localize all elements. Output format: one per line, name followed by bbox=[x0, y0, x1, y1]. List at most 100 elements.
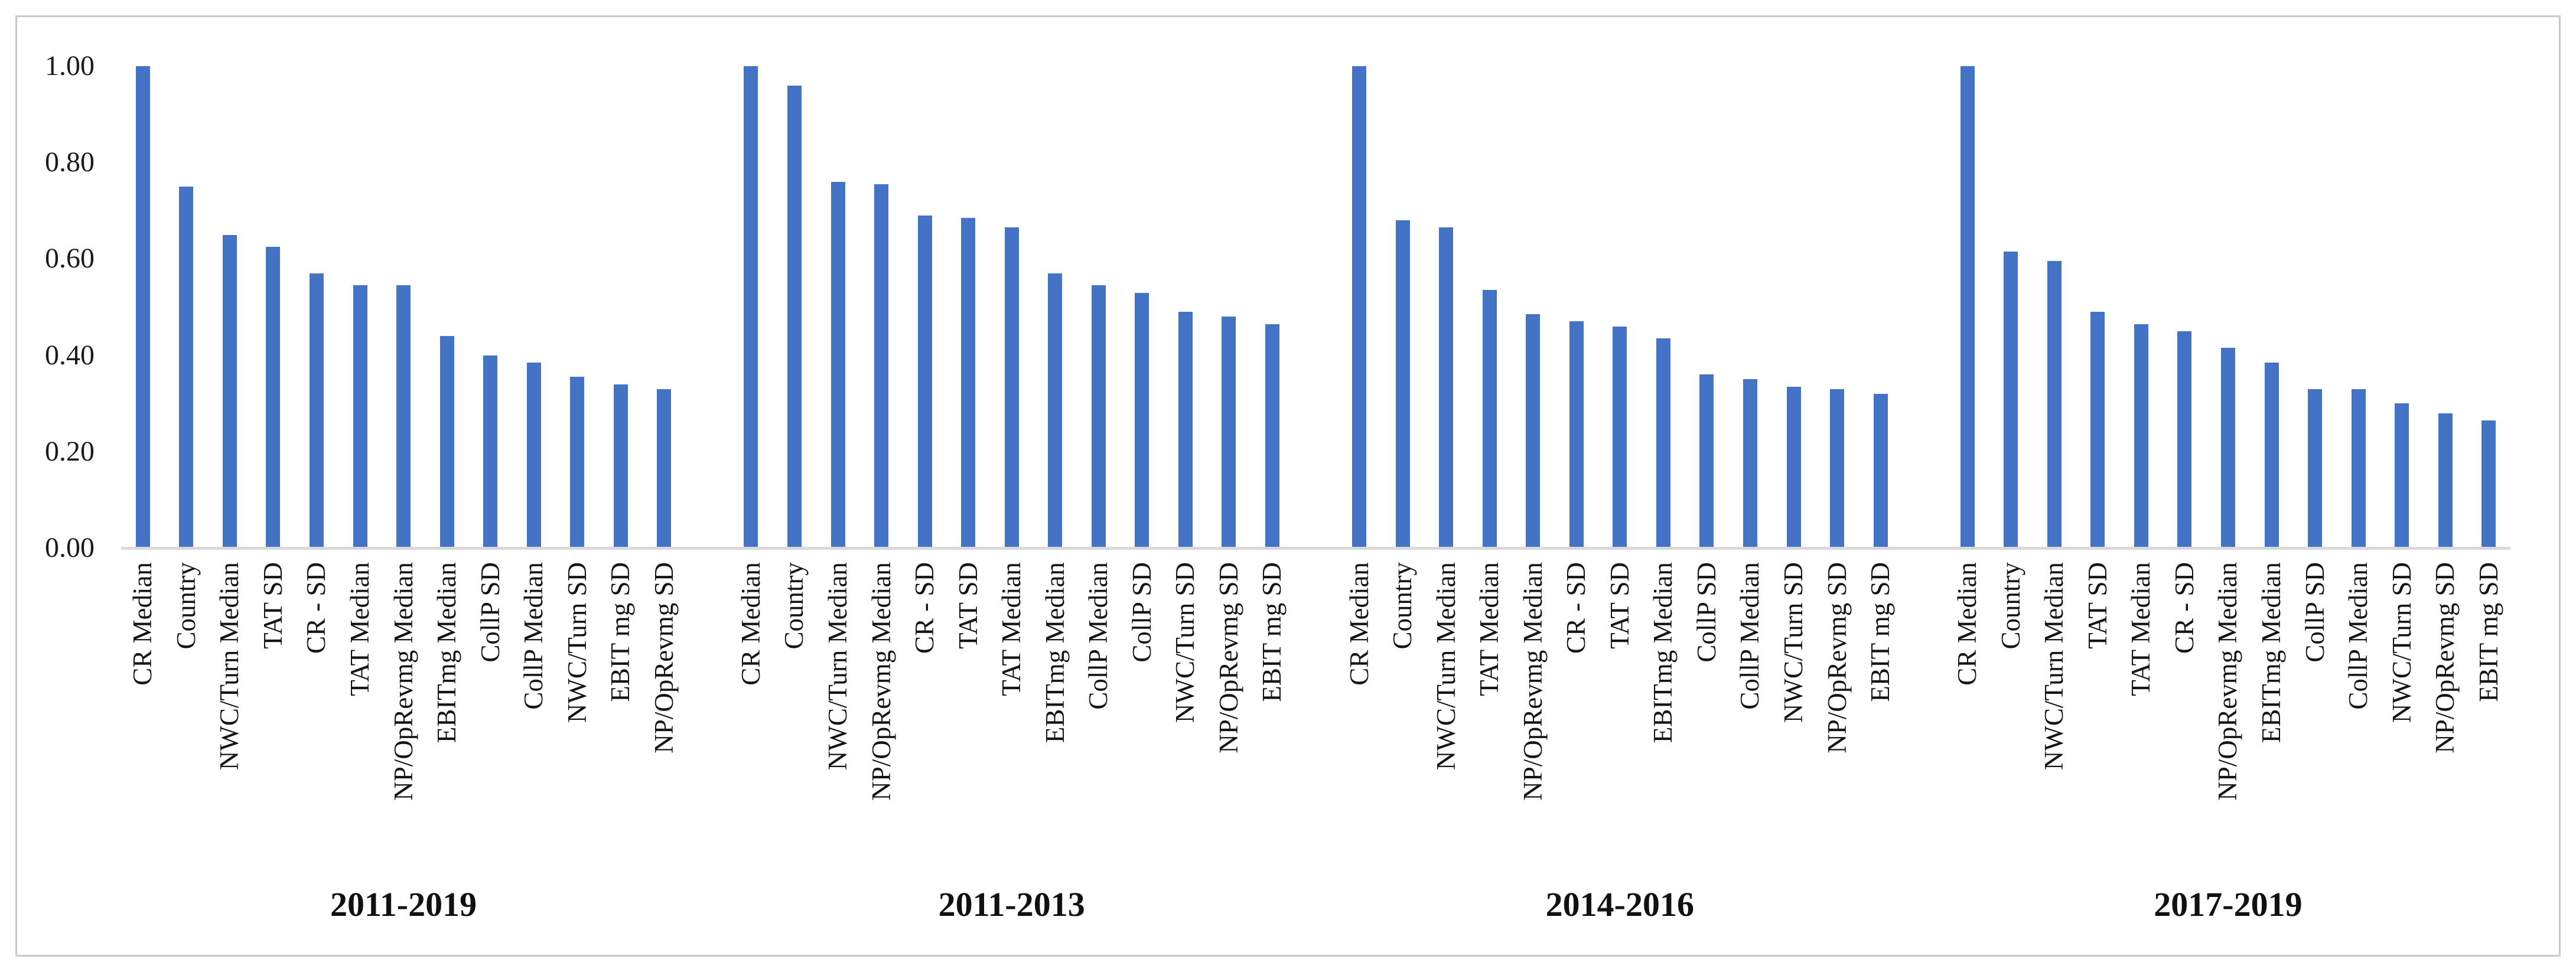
category-label-cell: EBIT mg SD bbox=[1250, 562, 1294, 702]
category-label: NP/OpRevmg SD bbox=[2430, 562, 2460, 754]
category-label: NWC/Turn SD bbox=[562, 562, 592, 723]
bar bbox=[1352, 66, 1367, 548]
category-label-cell: NP/OpRevmg SD bbox=[1207, 562, 1251, 754]
y-tick-label: 0.80 bbox=[45, 146, 95, 178]
bar bbox=[266, 247, 281, 548]
category-label-cell: Country bbox=[165, 562, 209, 650]
category-label: EBITmg Median bbox=[432, 562, 462, 743]
category-label: TAT SD bbox=[1604, 562, 1634, 649]
bar bbox=[613, 384, 628, 548]
category-label-cell: CollP Median bbox=[2337, 562, 2380, 710]
category-label: CR - SD bbox=[2169, 562, 2199, 654]
category-label: CollP Median bbox=[519, 562, 549, 710]
category-label-cell: NP/OpRevmg Median bbox=[2206, 562, 2250, 801]
category-label-cell: NWC/Turn SD bbox=[1164, 562, 1207, 723]
bar bbox=[1004, 227, 1019, 548]
bar bbox=[135, 66, 150, 548]
category-label-cell: Country bbox=[773, 562, 816, 650]
bar bbox=[1091, 285, 1106, 548]
category-label-cell: EBITmg Median bbox=[2250, 562, 2294, 743]
category-label-cell: Country bbox=[1381, 562, 1425, 650]
category-label-cell: EBITmg Median bbox=[1642, 562, 1685, 743]
bar bbox=[2047, 261, 2062, 548]
y-tick-label: 0.40 bbox=[45, 339, 95, 371]
bar bbox=[439, 335, 454, 548]
category-label-cell: CollP Median bbox=[1728, 562, 1772, 710]
category-label-cell: NWC/Turn SD bbox=[555, 562, 599, 723]
category-label: CollP SD bbox=[475, 562, 505, 663]
category-label: Country bbox=[171, 562, 201, 650]
bar bbox=[2177, 331, 2192, 548]
category-label: CollP SD bbox=[1126, 562, 1157, 663]
bar bbox=[1830, 389, 1845, 548]
category-label: TAT Median bbox=[1474, 562, 1504, 696]
category-label: EBITmg Median bbox=[1648, 562, 1678, 743]
category-label: CollP SD bbox=[1691, 562, 1721, 663]
category-label: NP/OpRevmg Median bbox=[2213, 562, 2243, 801]
bar bbox=[2220, 348, 2235, 548]
category-label-cell: EBITmg Median bbox=[425, 562, 469, 743]
category-label: EBIT mg SD bbox=[2473, 562, 2503, 702]
category-label: CollP SD bbox=[2300, 562, 2330, 663]
category-label-cell: CollP SD bbox=[2293, 562, 2337, 663]
category-label: CollP Median bbox=[2343, 562, 2373, 710]
bar bbox=[2004, 252, 2018, 548]
bar bbox=[917, 215, 932, 548]
bar bbox=[2481, 420, 2496, 548]
category-label-cell: CR - SD bbox=[295, 562, 338, 654]
category-label: TAT SD bbox=[258, 562, 288, 649]
bar bbox=[1569, 321, 1584, 548]
group-title: 2017-2019 bbox=[2154, 885, 2303, 924]
chart-border bbox=[15, 15, 2561, 957]
category-label: CR - SD bbox=[301, 562, 331, 654]
category-label-cell: TAT Median bbox=[338, 562, 382, 696]
category-label-cell: CR Median bbox=[121, 562, 165, 686]
category-label: NP/OpRevmg Median bbox=[866, 562, 896, 801]
category-label: EBIT mg SD bbox=[1257, 562, 1287, 702]
category-label: TAT Median bbox=[2126, 562, 2156, 696]
category-label: NWC/Turn Median bbox=[1431, 562, 1461, 771]
category-label: TAT Median bbox=[996, 562, 1027, 696]
category-label: NWC/Turn SD bbox=[1170, 562, 1200, 723]
bar bbox=[1395, 220, 1410, 548]
category-label-cell: NP/OpRevmg SD bbox=[643, 562, 686, 754]
category-label: CR Median bbox=[1344, 562, 1374, 686]
category-label-cell: EBIT mg SD bbox=[2467, 562, 2510, 702]
bar bbox=[1613, 326, 1627, 548]
group-title: 2014-2016 bbox=[1545, 885, 1694, 924]
category-label-cell: TAT Median bbox=[990, 562, 1034, 696]
y-tick-label: 1.00 bbox=[45, 50, 95, 81]
category-label: CR - SD bbox=[910, 562, 940, 654]
bar bbox=[874, 184, 889, 548]
bar bbox=[2134, 324, 2148, 548]
category-label-cell: TAT SD bbox=[252, 562, 295, 649]
category-label-cell: CR - SD bbox=[903, 562, 947, 654]
bar bbox=[353, 285, 367, 548]
bar bbox=[1960, 66, 1975, 548]
bar bbox=[657, 389, 672, 548]
category-label: CR - SD bbox=[1561, 562, 1591, 654]
y-tick-label: 0.60 bbox=[45, 243, 95, 275]
category-label-cell: TAT SD bbox=[1598, 562, 1642, 649]
bar bbox=[1873, 393, 1888, 548]
bar bbox=[2351, 389, 2366, 548]
category-label-cell: NP/OpRevmg SD bbox=[2424, 562, 2467, 754]
category-label-cell: TAT SD bbox=[2076, 562, 2120, 649]
category-label-cell: EBIT mg SD bbox=[599, 562, 643, 702]
bar bbox=[179, 187, 194, 548]
category-label-cell: CR - SD bbox=[2163, 562, 2207, 654]
category-label-cell: CollP Median bbox=[512, 562, 556, 710]
category-label: EBIT mg SD bbox=[605, 562, 636, 702]
bar bbox=[2308, 389, 2323, 548]
category-label-cell: CR Median bbox=[1337, 562, 1381, 686]
category-label: NWC/Turn SD bbox=[1778, 562, 1808, 723]
bar bbox=[570, 377, 585, 548]
y-tick-label: 0.00 bbox=[45, 532, 95, 563]
category-label-cell: TAT Median bbox=[2119, 562, 2163, 696]
group-title: 2011-2013 bbox=[938, 885, 1085, 924]
category-label: CR Median bbox=[735, 562, 766, 686]
category-label-cell: CollP Median bbox=[1077, 562, 1121, 710]
bar bbox=[1135, 292, 1149, 548]
category-label-cell: CR Median bbox=[1946, 562, 1989, 686]
